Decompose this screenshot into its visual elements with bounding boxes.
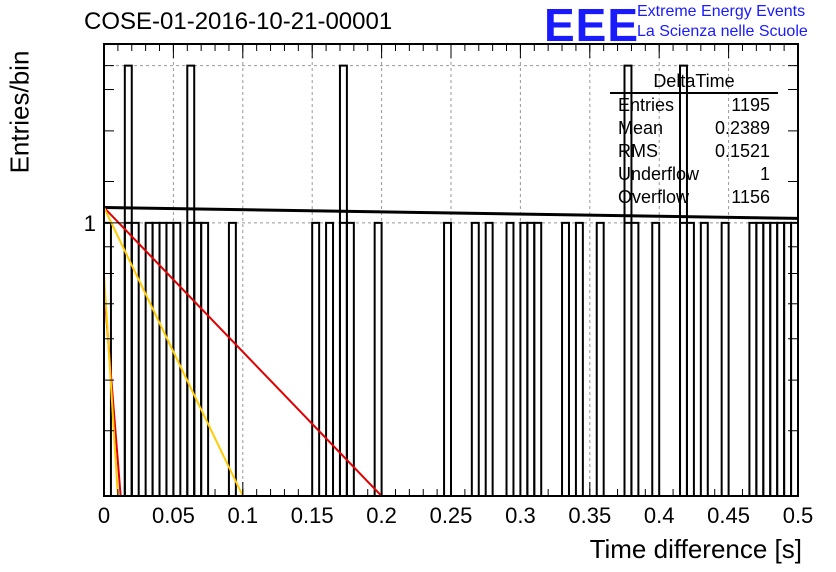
histogram-bin — [325, 221, 335, 497]
histogram-bin — [651, 221, 661, 497]
histogram-bin — [227, 221, 237, 497]
fit-curve — [103, 206, 383, 497]
stats-label: Overflow — [618, 187, 690, 207]
y-tick-labels: 1 — [84, 211, 96, 236]
y-tick-label: 1 — [84, 211, 96, 236]
histogram-bin — [470, 221, 480, 497]
histogram-bin — [685, 221, 695, 497]
histogram-bin — [574, 221, 584, 497]
x-tick-label: 0.15 — [291, 503, 334, 528]
histogram-bin — [595, 221, 605, 497]
fit-curve — [103, 206, 799, 220]
stats-row-overflow: Overflow 1156 — [610, 186, 778, 209]
histogram-bin — [165, 221, 175, 497]
histogram-bin — [186, 64, 196, 497]
histogram-bin — [699, 221, 709, 497]
fit-curves — [103, 206, 799, 497]
histogram-bin — [338, 64, 348, 497]
histogram-bin — [505, 221, 515, 497]
x-tick-label: 0.05 — [152, 503, 195, 528]
histogram-bin — [123, 64, 133, 497]
histogram-bin — [776, 221, 786, 497]
histogram-bin — [762, 221, 772, 497]
stats-label: Mean — [618, 118, 664, 138]
histogram-bin — [748, 221, 758, 497]
histogram-bin — [186, 221, 196, 497]
x-tick-label: 0.1 — [228, 503, 259, 528]
stats-row-rms: RMS 0.1521 — [610, 140, 778, 163]
histogram-bin — [193, 221, 203, 497]
histogram-bin — [519, 221, 529, 497]
x-tick-label: 0.25 — [430, 503, 473, 528]
histogram-bin — [783, 221, 793, 497]
stats-label: RMS — [618, 141, 658, 161]
stats-value: 1156 — [731, 187, 770, 207]
x-axis-label: Time difference [s] — [589, 534, 802, 564]
histogram-bin — [623, 221, 633, 497]
logo-caption-line1: Extreme Energy Events — [637, 3, 806, 20]
x-tick-label: 0.5 — [783, 503, 814, 528]
stats-value: 0.1521 — [714, 141, 770, 161]
histogram-bin — [769, 221, 779, 497]
stats-value: 1 — [759, 164, 770, 184]
stats-row-mean: Mean 0.2389 — [610, 117, 778, 140]
stats-box: DeltaTime Entries 1195 Mean 0.2389 RMS 0… — [610, 70, 778, 209]
histogram-bin — [755, 221, 765, 497]
histogram-bin — [311, 221, 321, 497]
axis-ticks — [103, 44, 799, 496]
histogram-bin — [679, 221, 688, 497]
histogram-bin — [526, 221, 536, 497]
histogram-bin — [720, 221, 730, 497]
histogram-bin — [443, 221, 452, 497]
histogram-bin — [158, 221, 168, 497]
x-tick-label: 0.35 — [568, 503, 611, 528]
stats-value: 1195 — [731, 95, 770, 115]
stats-label: Entries — [618, 95, 675, 115]
stats-row-entries: Entries 1195 — [610, 94, 778, 117]
x-tick-label: 0.4 — [644, 503, 675, 528]
fit-curve — [103, 273, 119, 497]
fit-curve — [103, 207, 244, 497]
x-tick-label: 0 — [98, 503, 110, 528]
stats-label: Underflow — [618, 164, 700, 184]
x-tick-label: 0.3 — [505, 503, 536, 528]
histogram-bin — [373, 221, 383, 497]
eee-logo: EEE — [544, 0, 640, 51]
histogram-bin — [533, 221, 543, 497]
x-tick-label: 0.45 — [707, 503, 750, 528]
stats-title: DeltaTime — [610, 70, 778, 94]
y-axis-label: Entries/bin — [4, 50, 35, 174]
logo-caption-line2: La Scienza nelle Scuole — [637, 23, 808, 40]
histogram-bin — [790, 221, 799, 497]
histogram-bin — [630, 221, 640, 497]
histogram-bin — [345, 221, 355, 497]
histogram-bin — [561, 221, 570, 497]
chart-title: COSE-01-2016-10-21-00001 — [84, 8, 393, 35]
stats-value: 0.2389 — [714, 118, 770, 138]
histogram-bin — [144, 221, 154, 497]
histogram-bin — [484, 221, 494, 497]
x-tick-labels: 0 0.05 0.1 0.15 0.2 0.25 0.3 0.35 0.4 0.45 0.5 — [98, 503, 813, 528]
histogram-bin — [200, 221, 210, 497]
histogram-bin — [130, 221, 140, 497]
x-tick-label: 0.2 — [366, 503, 397, 528]
stats-row-underflow: Underflow 1 — [610, 163, 778, 186]
